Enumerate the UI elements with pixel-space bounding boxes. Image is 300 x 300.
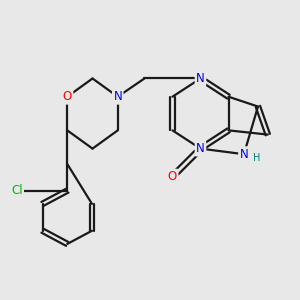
Text: O: O bbox=[168, 170, 177, 183]
Text: O: O bbox=[63, 90, 72, 103]
Text: N: N bbox=[240, 148, 248, 161]
Text: N: N bbox=[196, 72, 205, 85]
Text: H: H bbox=[253, 153, 260, 163]
Text: Cl: Cl bbox=[11, 184, 22, 197]
Text: N: N bbox=[113, 90, 122, 103]
Text: N: N bbox=[196, 142, 205, 155]
